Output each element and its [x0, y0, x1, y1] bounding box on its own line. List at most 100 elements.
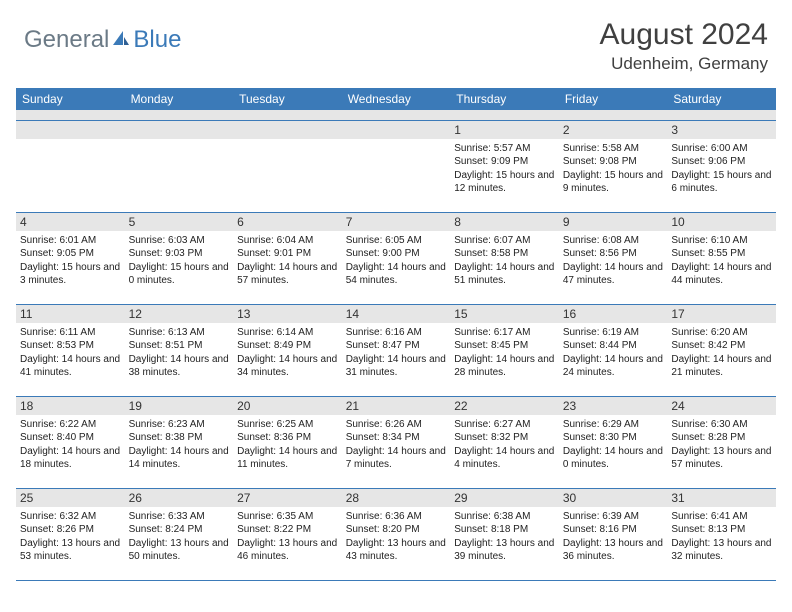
- day-number: 4: [16, 213, 125, 231]
- daylight-text: Daylight: 15 hours and 9 minutes.: [563, 169, 664, 196]
- day-number: 22: [450, 397, 559, 415]
- daylight-text: Daylight: 14 hours and 14 minutes.: [129, 445, 230, 472]
- day-number: 2: [559, 121, 668, 139]
- calendar-day-cell: 22Sunrise: 6:27 AMSunset: 8:32 PMDayligh…: [450, 396, 559, 488]
- day-details: Sunrise: 6:41 AMSunset: 8:13 PMDaylight:…: [667, 507, 776, 567]
- weekday-header: Sunday: [16, 88, 125, 110]
- daylight-text: Daylight: 14 hours and 47 minutes.: [563, 261, 664, 288]
- sunset-text: Sunset: 8:13 PM: [671, 523, 772, 537]
- day-details: Sunrise: 6:25 AMSunset: 8:36 PMDaylight:…: [233, 415, 342, 475]
- calendar-day-cell: 18Sunrise: 6:22 AMSunset: 8:40 PMDayligh…: [16, 396, 125, 488]
- calendar-day-cell: 24Sunrise: 6:30 AMSunset: 8:28 PMDayligh…: [667, 396, 776, 488]
- calendar-day-cell: 11Sunrise: 6:11 AMSunset: 8:53 PMDayligh…: [16, 304, 125, 396]
- day-details: Sunrise: 6:19 AMSunset: 8:44 PMDaylight:…: [559, 323, 668, 383]
- day-details: Sunrise: 6:39 AMSunset: 8:16 PMDaylight:…: [559, 507, 668, 567]
- calendar-week-row: 4Sunrise: 6:01 AMSunset: 9:05 PMDaylight…: [16, 212, 776, 304]
- sunset-text: Sunset: 8:18 PM: [454, 523, 555, 537]
- calendar-empty-cell: [342, 120, 451, 212]
- day-number: 16: [559, 305, 668, 323]
- sunset-text: Sunset: 8:55 PM: [671, 247, 772, 261]
- weekday-header: Wednesday: [342, 88, 451, 110]
- calendar-day-cell: 2Sunrise: 5:58 AMSunset: 9:08 PMDaylight…: [559, 120, 668, 212]
- calendar-day-cell: 14Sunrise: 6:16 AMSunset: 8:47 PMDayligh…: [342, 304, 451, 396]
- day-details: Sunrise: 6:23 AMSunset: 8:38 PMDaylight:…: [125, 415, 234, 475]
- sunrise-text: Sunrise: 6:13 AM: [129, 326, 230, 340]
- sunrise-text: Sunrise: 6:10 AM: [671, 234, 772, 248]
- sunrise-text: Sunrise: 6:00 AM: [671, 142, 772, 156]
- calendar-day-cell: 1Sunrise: 5:57 AMSunset: 9:09 PMDaylight…: [450, 120, 559, 212]
- day-details: Sunrise: 6:16 AMSunset: 8:47 PMDaylight:…: [342, 323, 451, 383]
- day-number: 17: [667, 305, 776, 323]
- sunrise-text: Sunrise: 6:29 AM: [563, 418, 664, 432]
- day-number: 8: [450, 213, 559, 231]
- calendar-day-cell: 12Sunrise: 6:13 AMSunset: 8:51 PMDayligh…: [125, 304, 234, 396]
- daylight-text: Daylight: 14 hours and 24 minutes.: [563, 353, 664, 380]
- day-number: 25: [16, 489, 125, 507]
- sunset-text: Sunset: 8:28 PM: [671, 431, 772, 445]
- daylight-text: Daylight: 14 hours and 51 minutes.: [454, 261, 555, 288]
- sunset-text: Sunset: 8:22 PM: [237, 523, 338, 537]
- calendar-empty-cell: [125, 120, 234, 212]
- sunset-text: Sunset: 8:56 PM: [563, 247, 664, 261]
- calendar-day-cell: 23Sunrise: 6:29 AMSunset: 8:30 PMDayligh…: [559, 396, 668, 488]
- day-number: [233, 121, 342, 139]
- day-details: Sunrise: 6:04 AMSunset: 9:01 PMDaylight:…: [233, 231, 342, 291]
- sunset-text: Sunset: 9:05 PM: [20, 247, 121, 261]
- calendar-empty-cell: [233, 120, 342, 212]
- daylight-text: Daylight: 13 hours and 36 minutes.: [563, 537, 664, 564]
- day-details: Sunrise: 6:30 AMSunset: 8:28 PMDaylight:…: [667, 415, 776, 475]
- day-number: 13: [233, 305, 342, 323]
- sunset-text: Sunset: 8:51 PM: [129, 339, 230, 353]
- daylight-text: Daylight: 15 hours and 12 minutes.: [454, 169, 555, 196]
- daylight-text: Daylight: 15 hours and 3 minutes.: [20, 261, 121, 288]
- logo: General Blue: [24, 26, 181, 54]
- calendar-week-row: 11Sunrise: 6:11 AMSunset: 8:53 PMDayligh…: [16, 304, 776, 396]
- sunrise-text: Sunrise: 6:30 AM: [671, 418, 772, 432]
- day-number: 3: [667, 121, 776, 139]
- calendar-day-cell: 17Sunrise: 6:20 AMSunset: 8:42 PMDayligh…: [667, 304, 776, 396]
- weekday-header: Monday: [125, 88, 234, 110]
- day-number: 27: [233, 489, 342, 507]
- daylight-text: Daylight: 14 hours and 57 minutes.: [237, 261, 338, 288]
- day-number: 21: [342, 397, 451, 415]
- calendar-table: SundayMondayTuesdayWednesdayThursdayFrid…: [16, 88, 776, 581]
- day-number: 5: [125, 213, 234, 231]
- daylight-text: Daylight: 14 hours and 21 minutes.: [671, 353, 772, 380]
- calendar-day-cell: 31Sunrise: 6:41 AMSunset: 8:13 PMDayligh…: [667, 488, 776, 580]
- sunrise-text: Sunrise: 6:23 AM: [129, 418, 230, 432]
- day-details: Sunrise: 6:27 AMSunset: 8:32 PMDaylight:…: [450, 415, 559, 475]
- day-details: Sunrise: 5:57 AMSunset: 9:09 PMDaylight:…: [450, 139, 559, 199]
- logo-sail-icon: [111, 29, 131, 52]
- day-number: 11: [16, 305, 125, 323]
- day-details: Sunrise: 6:32 AMSunset: 8:26 PMDaylight:…: [16, 507, 125, 567]
- day-details: Sunrise: 6:03 AMSunset: 9:03 PMDaylight:…: [125, 231, 234, 291]
- day-number: 12: [125, 305, 234, 323]
- daylight-text: Daylight: 14 hours and 31 minutes.: [346, 353, 447, 380]
- day-number: [16, 121, 125, 139]
- sunrise-text: Sunrise: 6:07 AM: [454, 234, 555, 248]
- day-number: [342, 121, 451, 139]
- day-details: Sunrise: 6:11 AMSunset: 8:53 PMDaylight:…: [16, 323, 125, 383]
- calendar-day-cell: 26Sunrise: 6:33 AMSunset: 8:24 PMDayligh…: [125, 488, 234, 580]
- day-number: 14: [342, 305, 451, 323]
- calendar-day-cell: 9Sunrise: 6:08 AMSunset: 8:56 PMDaylight…: [559, 212, 668, 304]
- sunset-text: Sunset: 8:47 PM: [346, 339, 447, 353]
- sunset-text: Sunset: 8:16 PM: [563, 523, 664, 537]
- sunrise-text: Sunrise: 6:41 AM: [671, 510, 772, 524]
- daylight-text: Daylight: 14 hours and 41 minutes.: [20, 353, 121, 380]
- day-details: Sunrise: 6:13 AMSunset: 8:51 PMDaylight:…: [125, 323, 234, 383]
- day-number: 31: [667, 489, 776, 507]
- calendar-day-cell: 16Sunrise: 6:19 AMSunset: 8:44 PMDayligh…: [559, 304, 668, 396]
- weekday-header: Friday: [559, 88, 668, 110]
- weekday-header: Tuesday: [233, 88, 342, 110]
- sunset-text: Sunset: 9:01 PM: [237, 247, 338, 261]
- day-number: 26: [125, 489, 234, 507]
- sunrise-text: Sunrise: 6:35 AM: [237, 510, 338, 524]
- day-details: Sunrise: 6:38 AMSunset: 8:18 PMDaylight:…: [450, 507, 559, 567]
- weekday-header: Thursday: [450, 88, 559, 110]
- sunrise-text: Sunrise: 6:32 AM: [20, 510, 121, 524]
- sunrise-text: Sunrise: 6:05 AM: [346, 234, 447, 248]
- location-label: Udenheim, Germany: [600, 54, 768, 74]
- sunset-text: Sunset: 8:38 PM: [129, 431, 230, 445]
- day-details: Sunrise: 6:08 AMSunset: 8:56 PMDaylight:…: [559, 231, 668, 291]
